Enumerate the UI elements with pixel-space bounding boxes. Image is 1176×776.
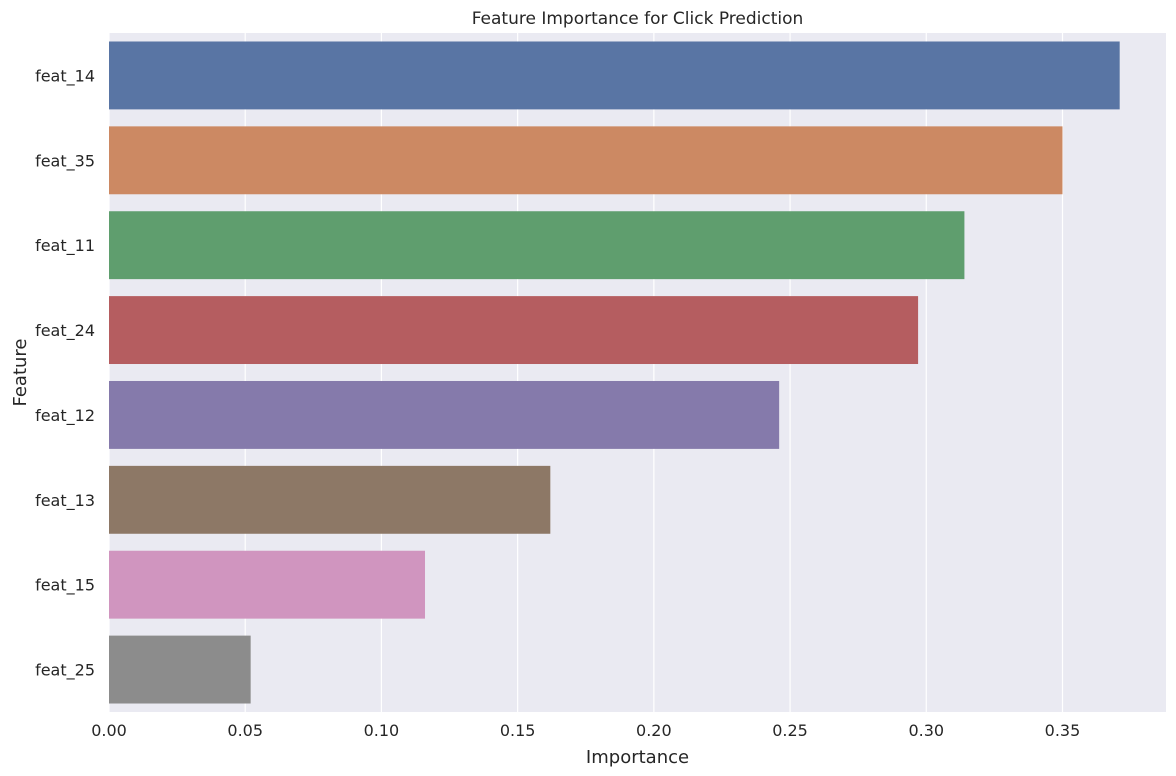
x-tick-label: 0.35 xyxy=(1045,721,1081,740)
bar-feat_12 xyxy=(109,380,780,449)
y-tick-label: feat_15 xyxy=(35,576,95,596)
x-tick-label: 0.10 xyxy=(364,721,400,740)
y-tick-label: feat_24 xyxy=(35,321,95,341)
x-tick-label: 0.30 xyxy=(908,721,944,740)
bars-group xyxy=(109,41,1120,704)
x-tick-label: 0.20 xyxy=(636,721,672,740)
bar-feat_24 xyxy=(109,296,919,365)
x-tick-label: 0.05 xyxy=(227,721,263,740)
bar-feat_35 xyxy=(109,126,1063,195)
bar-feat_14 xyxy=(109,41,1120,110)
x-tick-label: 0.25 xyxy=(772,721,808,740)
y-tick-label: feat_11 xyxy=(35,236,95,256)
y-tick-label: feat_35 xyxy=(35,151,95,171)
y-tick-label: feat_25 xyxy=(35,661,95,681)
x-tick-label: 0.00 xyxy=(91,721,127,740)
chart-title: Feature Importance for Click Prediction xyxy=(472,9,804,29)
y-axis-label: Feature xyxy=(10,338,31,406)
x-tick-label: 0.15 xyxy=(500,721,536,740)
y-tick-label: feat_13 xyxy=(35,491,95,511)
bar-feat_25 xyxy=(109,635,251,704)
x-tick-labels: 0.00 0.05 0.10 0.15 0.20 0.25 0.30 0.35 xyxy=(91,721,1080,740)
y-tick-label: feat_14 xyxy=(35,66,95,86)
y-tick-label: feat_12 xyxy=(35,406,95,426)
x-axis-label: Importance xyxy=(586,747,689,768)
y-tick-labels: feat_14 feat_35 feat_11 feat_24 feat_12 feat_… xyxy=(35,66,95,680)
bar-feat_15 xyxy=(109,550,426,619)
bar-feat_13 xyxy=(109,465,551,534)
bar-feat_11 xyxy=(109,211,965,280)
